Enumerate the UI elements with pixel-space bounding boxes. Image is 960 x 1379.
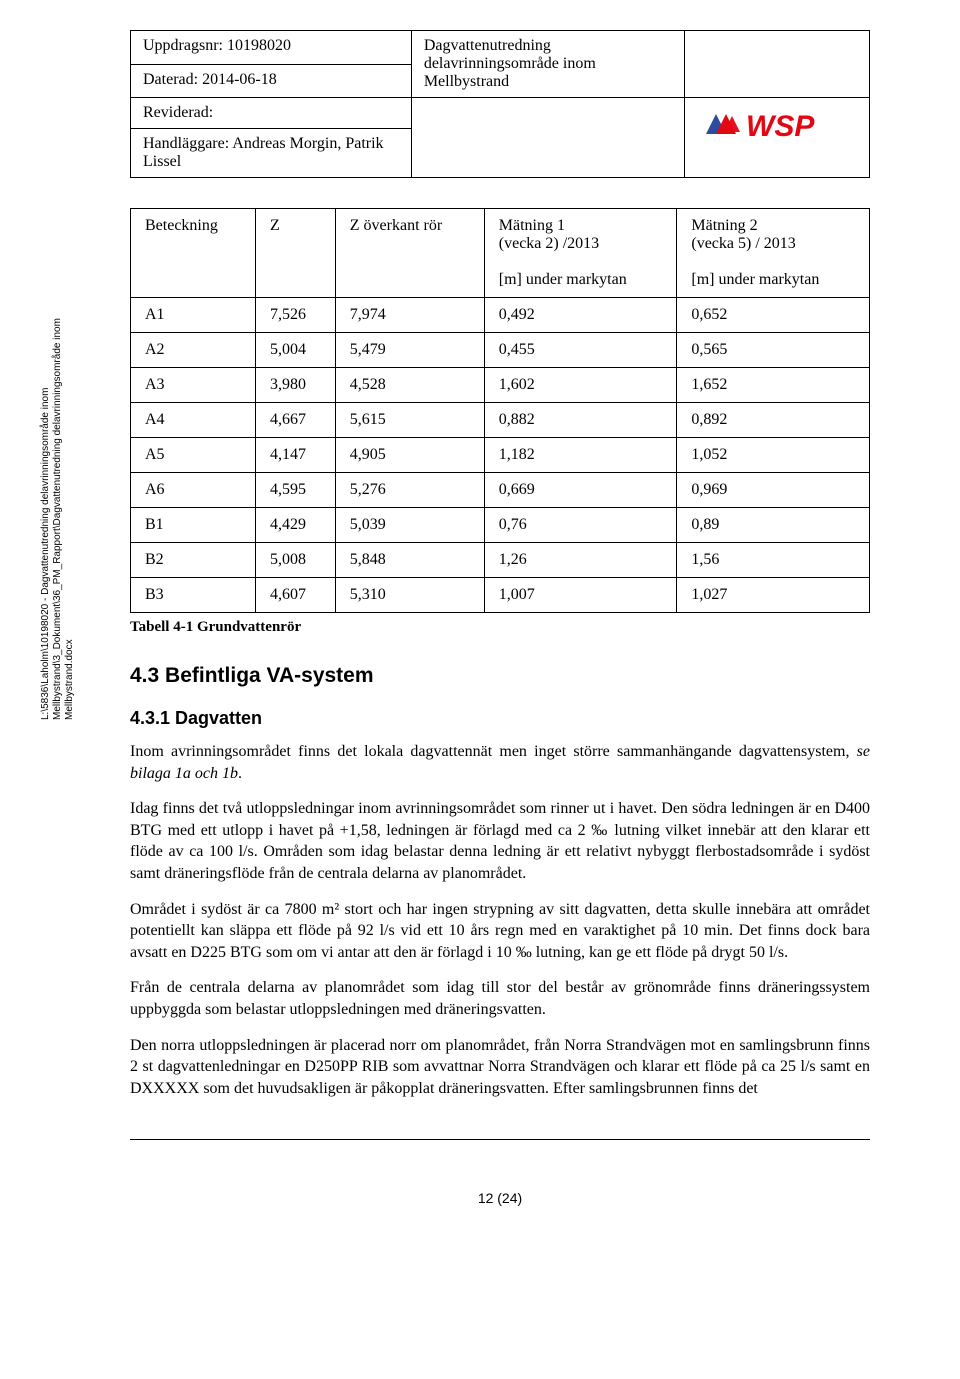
table-caption: Tabell 4-1 Grundvattenrör [130,619,870,636]
table-cell: A3 [131,368,256,403]
uppdragsnr-cell: Uppdragsnr: 10198020 [131,31,412,65]
document-header-table: Uppdragsnr: 10198020 Dagvattenutredning … [130,30,870,178]
document-path-sidebar: L:\5836\Laholm\10198020 - Dagvattenutred… [40,318,76,720]
table-cell: 4,607 [256,578,336,613]
table-cell: 0,76 [484,508,677,543]
table-cell: 0,882 [484,403,677,438]
handlaggare-cell: Handläggare: Andreas Morgin, Patrik Liss… [131,129,412,178]
table-cell: 4,905 [335,438,484,473]
page-number: 12 (24) [130,1190,870,1206]
table-cell: 1,052 [677,438,870,473]
table-cell: 5,004 [256,333,336,368]
paragraph-3: Området i sydöst är ca 7800 m² stort och… [130,899,870,964]
table-cell: 1,602 [484,368,677,403]
table-row: B34,6075,3101,0071,027 [131,578,870,613]
table-cell: 5,848 [335,543,484,578]
table-cell: 0,652 [677,298,870,333]
table-cell: 1,652 [677,368,870,403]
table-cell: 4,667 [256,403,336,438]
table-row: A64,5955,2760,6690,969 [131,473,870,508]
table-cell: 5,039 [335,508,484,543]
table-cell: 1,027 [677,578,870,613]
table-cell: 4,147 [256,438,336,473]
logo-empty-cell [685,31,870,98]
table-row: A44,6675,6150,8820,892 [131,403,870,438]
table-cell: 4,528 [335,368,484,403]
table-row: A54,1474,9051,1821,052 [131,438,870,473]
table-row: A25,0045,4790,4550,565 [131,333,870,368]
table-cell: 0,565 [677,333,870,368]
col-header-matning1: Mätning 1 (vecka 2) /2013 [m] under mark… [484,209,677,298]
reviderad-cell: Reviderad: [131,98,412,129]
table-cell: 5,310 [335,578,484,613]
table-cell: A4 [131,403,256,438]
table-cell: 1,26 [484,543,677,578]
table-cell: 0,669 [484,473,677,508]
table-cell: B2 [131,543,256,578]
table-cell: A1 [131,298,256,333]
empty-mid-cell [411,98,684,178]
table-cell: 0,492 [484,298,677,333]
col-header-z: Z [256,209,336,298]
table-row: B14,4295,0390,760,89 [131,508,870,543]
table-cell: 1,182 [484,438,677,473]
table-cell: 5,615 [335,403,484,438]
paragraph-1: Inom avrinningsområdet finns det lokala … [130,741,870,784]
paragraph-4: Från de centrala delarna av planområdet … [130,977,870,1020]
table-cell: 1,56 [677,543,870,578]
table-row: A33,9804,5281,6021,652 [131,368,870,403]
heading-4-3: 4.3 Befintliga VA-system [130,664,870,688]
table-cell: 1,007 [484,578,677,613]
table-cell: 3,980 [256,368,336,403]
table-cell: 0,455 [484,333,677,368]
table-cell: 7,526 [256,298,336,333]
report-title-cell: Dagvattenutredning delavrinningsområde i… [411,31,684,98]
table-cell: A6 [131,473,256,508]
table-cell: 7,974 [335,298,484,333]
table-cell: B3 [131,578,256,613]
table-cell: 4,595 [256,473,336,508]
table-cell: A5 [131,438,256,473]
wsp-logo-icon: WSP [702,104,852,144]
logo-cell: WSP [685,98,870,178]
daterad-cell: Daterad: 2014-06-18 [131,64,412,98]
table-cell: B1 [131,508,256,543]
table-cell: 5,276 [335,473,484,508]
table-cell: 4,429 [256,508,336,543]
table-cell: 0,89 [677,508,870,543]
table-cell: 5,479 [335,333,484,368]
paragraph-5: Den norra utloppsledningen är placerad n… [130,1035,870,1100]
grundvattenror-table: Beteckning Z Z överkant rör Mätning 1 (v… [130,208,870,613]
table-cell: 5,008 [256,543,336,578]
table-row: B25,0085,8481,261,56 [131,543,870,578]
table-cell: 0,969 [677,473,870,508]
paragraph-2: Idag finns det två utloppsledningar inom… [130,798,870,884]
table-row: A17,5267,9740,4920,652 [131,298,870,333]
table-cell: A2 [131,333,256,368]
heading-4-3-1: 4.3.1 Dagvatten [130,708,870,729]
col-header-matning2: Mätning 2 (vecka 5) / 2013 [m] under mar… [677,209,870,298]
footer-divider [130,1139,870,1140]
col-header-beteckning: Beteckning [131,209,256,298]
col-header-z-overkant: Z överkant rör [335,209,484,298]
svg-text:WSP: WSP [746,110,815,143]
table-cell: 0,892 [677,403,870,438]
